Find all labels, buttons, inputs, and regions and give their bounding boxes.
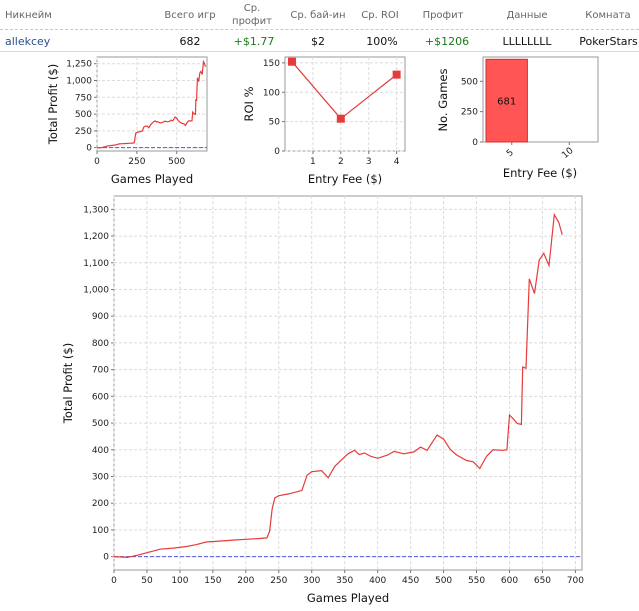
header-avg-roi[interactable]: Ср. ROI xyxy=(361,9,399,21)
profit_large-y-tick-label: 900 xyxy=(92,312,109,322)
header-total-games[interactable]: Всего игр xyxy=(164,9,216,21)
roi_by_fee-y-tick-label: 100 xyxy=(263,88,280,98)
profit_small-plot-frame xyxy=(96,56,208,152)
profit_large-y-tick-label: 700 xyxy=(92,366,109,376)
roi_by_fee-y-axis-label: ROI % xyxy=(242,86,256,121)
profit_large-x-axis-label: Games Played xyxy=(307,591,389,605)
profit_large-y-axis-label: Total Profit ($) xyxy=(61,343,75,424)
cell-room: PokerStars xyxy=(579,34,638,48)
profit_large-y-tick-label: 300 xyxy=(92,473,109,483)
profit_small-series-line xyxy=(96,59,206,149)
profit_large-y-tick-label: 1,300 xyxy=(83,205,109,215)
cell-total-games: 682 xyxy=(179,34,201,48)
header-room[interactable]: Комната xyxy=(585,9,631,21)
roi_by_fee-y-tick-label: 50 xyxy=(269,118,281,128)
roi_by_fee-point xyxy=(287,57,296,66)
header-data[interactable]: Данные xyxy=(506,9,548,21)
cell-avg-roi: 100% xyxy=(366,34,398,48)
roi_by_fee-x-tick-label: 4 xyxy=(394,157,400,167)
profit_large-plot-frame xyxy=(113,195,583,571)
chart-profit_large: 01002003004005006007008009001,0001,1001,… xyxy=(61,195,584,605)
roi_by_fee-x-tick-label: 3 xyxy=(366,157,372,167)
profit_large-y-tick-label: 1,000 xyxy=(83,286,109,296)
profit_large-y-tick-label: 500 xyxy=(92,419,109,429)
profit_large-y-tick-label: 1,200 xyxy=(83,232,109,242)
profit_small-y-tick-label: 0 xyxy=(86,144,92,154)
header-nickname[interactable]: Никнейм xyxy=(5,9,52,21)
profit_large-x-tick-label: 450 xyxy=(402,576,419,586)
cell-avg-profit: +$1.77 xyxy=(233,34,275,48)
profit_small-y-tick-label: 1,000 xyxy=(66,77,92,87)
profit_large-x-tick-label: 300 xyxy=(303,576,320,586)
games_by_fee-x-tick-label: 10 xyxy=(560,146,575,161)
chart-games_by_fee: 0 250 500 681 5 10 Entry Fee ($) No. Games xyxy=(436,56,599,180)
profit_small-x-axis-label: Games Played xyxy=(111,172,193,186)
roi_by_fee-point xyxy=(336,114,345,123)
chart-profit_small: 0 250 500 750 1,000 1,250 0 250 500 Games Played T… xyxy=(46,56,208,186)
player-nickname-link[interactable]: allekcey xyxy=(5,34,51,48)
profit_large-y-tick-label: 1,100 xyxy=(83,259,109,269)
roi_by_fee-point xyxy=(392,70,401,79)
profit_small-y-tick-label: 750 xyxy=(75,93,92,103)
roi_by_fee-x-axis-label: Entry Fee ($) xyxy=(308,172,382,186)
profit_large-y-tick-label: 800 xyxy=(92,339,109,349)
profit_large-x-tick-label: 150 xyxy=(204,576,221,586)
profit_large-y-tick-label: 400 xyxy=(92,446,109,456)
games_by_fee-y-tick-label: 250 xyxy=(461,108,478,118)
profit_large-series-line xyxy=(113,212,563,559)
profit_large-x-tick-label: 500 xyxy=(435,576,452,586)
profit_large-y-tick-label: 100 xyxy=(92,526,109,536)
header-profit[interactable]: Профит xyxy=(422,9,464,21)
profit_large-x-tick-label: 700 xyxy=(567,576,584,586)
roi_by_fee-y-tick-label: 150 xyxy=(263,59,280,69)
chart-roi_by_fee: 0 50 100 150 1 2 3 4 Entry Fee ($) ROI % xyxy=(242,56,406,186)
profit_large-x-tick-label: 0 xyxy=(111,576,117,586)
cell-profit: +$1206 xyxy=(424,34,470,48)
profit_large-y-tick-label: 200 xyxy=(92,499,109,509)
profit_large-x-tick-label: 200 xyxy=(237,576,254,586)
cell-data: LLLLLLLL xyxy=(502,34,552,48)
header-avg-buyin[interactable]: Ср. бай-ин xyxy=(290,9,346,21)
table-row[interactable]: allekcey 682 +$1.77 $2 100% +$1206 LLLLL… xyxy=(0,30,639,52)
profit_small-y-axis-label: Total Profit ($) xyxy=(46,64,60,145)
profit_large-y-tick-label: 0 xyxy=(103,553,109,563)
profit_small-y-tick-label: 250 xyxy=(75,127,92,137)
games_by_fee-y-axis-label: No. Games xyxy=(436,69,450,132)
roi_by_fee-x-tick-label: 2 xyxy=(338,157,344,167)
profit_large-x-tick-label: 400 xyxy=(369,576,386,586)
games_by_fee-y-tick-label: 500 xyxy=(461,77,478,87)
roi_by_fee-plot-frame xyxy=(284,56,406,152)
roi_by_fee-x-tick-label: 1 xyxy=(310,157,316,167)
games_by_fee-bar xyxy=(485,58,528,143)
profit_small-y-tick-label: 500 xyxy=(75,110,92,120)
profit_small-x-tick-label: 250 xyxy=(128,157,145,167)
profit_large-x-tick-label: 50 xyxy=(141,576,153,586)
games_by_fee-bar-data-label: 681 xyxy=(497,97,516,108)
header-avg-profit[interactable]: Ср. профит xyxy=(232,3,272,27)
profit_small-x-tick-label: 500 xyxy=(168,157,185,167)
profit_large-x-tick-label: 550 xyxy=(468,576,485,586)
profit_large-x-tick-label: 100 xyxy=(171,576,188,586)
games_by_fee-x-tick-label: 5 xyxy=(505,148,516,159)
profit_small-y-tick-label: 1,250 xyxy=(66,60,92,70)
profit_large-x-tick-label: 650 xyxy=(534,576,551,586)
profit_large-x-tick-label: 350 xyxy=(336,576,353,586)
profit_large-x-tick-label: 250 xyxy=(270,576,287,586)
profit_large-y-tick-label: 600 xyxy=(92,392,109,402)
games_by_fee-y-tick-label: 0 xyxy=(472,138,478,148)
roi_by_fee-y-tick-label: 0 xyxy=(274,147,280,157)
table-header: Никнейм Всего игр Ср. профит Ср. бай-ин … xyxy=(0,0,639,30)
profit_large-x-tick-label: 600 xyxy=(501,576,518,586)
cell-avg-buyin: $2 xyxy=(311,34,325,48)
games_by_fee-x-axis-label: Entry Fee ($) xyxy=(503,166,577,180)
profit_small-x-tick-label: 0 xyxy=(94,157,100,167)
